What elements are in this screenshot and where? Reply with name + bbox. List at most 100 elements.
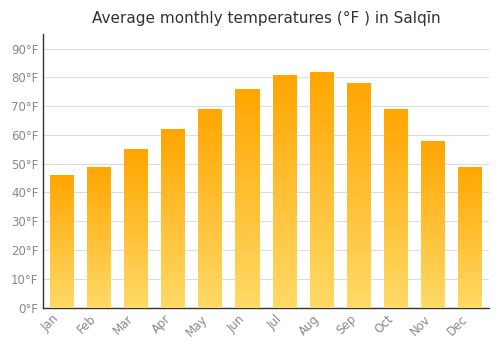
Bar bbox=[310, 172, 334, 175]
Bar bbox=[50, 251, 74, 253]
Bar bbox=[198, 251, 222, 253]
Bar bbox=[161, 194, 186, 196]
Bar bbox=[384, 174, 408, 176]
Bar bbox=[458, 262, 482, 264]
Bar bbox=[124, 280, 148, 282]
Bar bbox=[421, 164, 446, 166]
Bar bbox=[161, 252, 186, 254]
Bar bbox=[421, 260, 446, 262]
Bar bbox=[236, 283, 260, 286]
Bar bbox=[87, 232, 111, 233]
Bar bbox=[50, 274, 74, 276]
Bar bbox=[236, 297, 260, 299]
Bar bbox=[310, 254, 334, 258]
Bar bbox=[198, 174, 222, 176]
Bar bbox=[384, 236, 408, 238]
Bar bbox=[458, 211, 482, 212]
Bar bbox=[161, 187, 186, 189]
Bar bbox=[421, 258, 446, 260]
Bar bbox=[87, 250, 111, 251]
Bar bbox=[421, 170, 446, 172]
Bar bbox=[87, 228, 111, 230]
Bar bbox=[161, 220, 186, 223]
Bar bbox=[384, 218, 408, 221]
Bar bbox=[347, 204, 371, 206]
Bar bbox=[458, 177, 482, 179]
Bar bbox=[87, 214, 111, 216]
Bar bbox=[421, 162, 446, 164]
Bar bbox=[198, 273, 222, 275]
Bar bbox=[421, 143, 446, 145]
Bar bbox=[161, 207, 186, 210]
Bar bbox=[347, 122, 371, 125]
Bar bbox=[161, 181, 186, 183]
Bar bbox=[421, 287, 446, 289]
Bar bbox=[310, 284, 334, 287]
Bar bbox=[161, 299, 186, 301]
Bar bbox=[198, 248, 222, 251]
Bar bbox=[347, 223, 371, 226]
Bar bbox=[236, 286, 260, 288]
Bar bbox=[87, 297, 111, 299]
Bar bbox=[272, 86, 296, 89]
Bar bbox=[236, 302, 260, 305]
Bar bbox=[458, 189, 482, 191]
Bar bbox=[198, 223, 222, 226]
Bar bbox=[458, 251, 482, 253]
Bar bbox=[124, 165, 148, 167]
Bar bbox=[87, 251, 111, 253]
Bar bbox=[310, 222, 334, 225]
Bar bbox=[347, 187, 371, 190]
Bar bbox=[384, 216, 408, 218]
Bar bbox=[421, 239, 446, 241]
Bar bbox=[161, 140, 186, 142]
Bar bbox=[310, 252, 334, 254]
Bar bbox=[310, 169, 334, 172]
Bar bbox=[161, 214, 186, 216]
Bar bbox=[272, 188, 296, 191]
Bar bbox=[272, 162, 296, 165]
Bar bbox=[347, 266, 371, 268]
Bar bbox=[87, 186, 111, 188]
Bar bbox=[272, 145, 296, 147]
Bar bbox=[272, 191, 296, 194]
Bar bbox=[50, 206, 74, 208]
Bar bbox=[87, 211, 111, 212]
Bar bbox=[236, 220, 260, 223]
Bar bbox=[236, 294, 260, 297]
Bar bbox=[50, 212, 74, 213]
Bar bbox=[198, 295, 222, 298]
Bar bbox=[384, 198, 408, 201]
Bar bbox=[236, 182, 260, 184]
Bar bbox=[124, 197, 148, 199]
Bar bbox=[272, 127, 296, 130]
Bar bbox=[384, 273, 408, 275]
Bar bbox=[161, 163, 186, 165]
Bar bbox=[384, 186, 408, 188]
Bar bbox=[161, 172, 186, 174]
Bar bbox=[161, 167, 186, 169]
Bar bbox=[384, 196, 408, 198]
Bar bbox=[458, 274, 482, 276]
Bar bbox=[458, 182, 482, 184]
Bar bbox=[124, 161, 148, 163]
Bar bbox=[347, 159, 371, 162]
Bar bbox=[310, 204, 334, 207]
Bar bbox=[384, 191, 408, 194]
Bar bbox=[87, 179, 111, 181]
Bar bbox=[124, 181, 148, 183]
Bar bbox=[161, 234, 186, 236]
Bar bbox=[347, 195, 371, 198]
Bar bbox=[384, 156, 408, 159]
Bar bbox=[124, 242, 148, 244]
Bar bbox=[310, 110, 334, 113]
Bar bbox=[272, 98, 296, 101]
Bar bbox=[458, 198, 482, 200]
Bar bbox=[421, 272, 446, 274]
Bar bbox=[421, 285, 446, 287]
Bar bbox=[198, 134, 222, 136]
Bar bbox=[310, 243, 334, 246]
Bar bbox=[124, 230, 148, 232]
Bar bbox=[347, 291, 371, 294]
Bar bbox=[421, 237, 446, 239]
